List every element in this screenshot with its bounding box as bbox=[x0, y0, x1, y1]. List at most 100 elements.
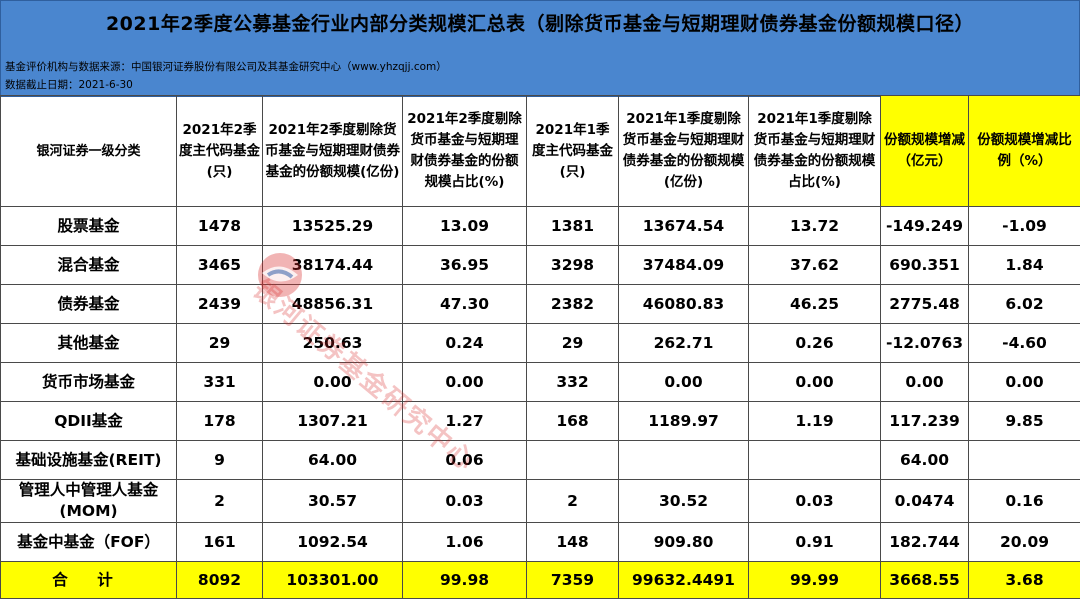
table-cell bbox=[748, 440, 881, 480]
total-label: 合 计 bbox=[0, 561, 177, 599]
table-cell: 2382 bbox=[526, 284, 619, 324]
table-cell: 182.744 bbox=[880, 522, 969, 562]
table-row-stock: 股票基金 1478 13525.29 13.09 1381 13674.54 13.72 -1… bbox=[0, 206, 1080, 246]
table-cell: 29 bbox=[526, 323, 619, 363]
table-cell: 0.03 bbox=[402, 479, 527, 523]
table-cell: 46.25 bbox=[748, 284, 881, 324]
table-cell: 909.80 bbox=[618, 522, 749, 562]
table-cell: 2439 bbox=[176, 284, 263, 324]
table-cell: 148 bbox=[526, 522, 619, 562]
col-header-change-pct: 份额规模增减比例（%） bbox=[968, 95, 1080, 207]
fund-scale-table: 银河证券一级分类 2021年2季度主代码基金(只) 2021年2季度剔除货币基金… bbox=[0, 95, 1080, 599]
col-header-q2-count: 2021年2季度主代码基金(只) bbox=[176, 95, 263, 207]
row-category-label: 管理人中管理人基金(MOM) bbox=[0, 479, 177, 523]
page-title: 2021年2季度公募基金行业内部分类规模汇总表（剔除货币基金与短期理财债券基金份… bbox=[105, 13, 975, 35]
table-cell: 3465 bbox=[176, 245, 263, 285]
col-header-q1-scale: 2021年1季度剔除货币基金与短期理财债券基金的份额规模(亿份) bbox=[618, 95, 749, 207]
table-cell: 2 bbox=[526, 479, 619, 523]
total-cell: 103301.00 bbox=[262, 561, 403, 599]
table-cell: 48856.31 bbox=[262, 284, 403, 324]
col-header-q2-scale: 2021年2季度剔除货币基金与短期理财债券基金的份额规模(亿份) bbox=[262, 95, 403, 207]
row-category-label: QDII基金 bbox=[0, 401, 177, 441]
table-cell: 161 bbox=[176, 522, 263, 562]
row-category-label: 基础设施基金(REIT) bbox=[0, 440, 177, 480]
row-category-label: 股票基金 bbox=[0, 206, 177, 246]
table-cell bbox=[968, 440, 1080, 480]
table-cell: 13.72 bbox=[748, 206, 881, 246]
table-cell: 0.03 bbox=[748, 479, 881, 523]
table-header-banner: 2021年2季度公募基金行业内部分类规模汇总表（剔除货币基金与短期理财债券基金份… bbox=[0, 0, 1080, 97]
table-cell: 0.0474 bbox=[880, 479, 969, 523]
table-cell: 0.24 bbox=[402, 323, 527, 363]
table-cell: 1189.97 bbox=[618, 401, 749, 441]
date-note: 数据截止日期：2021-6-30 bbox=[5, 79, 133, 91]
table-cell bbox=[618, 440, 749, 480]
total-cell: 8092 bbox=[176, 561, 263, 599]
table-cell: 64.00 bbox=[880, 440, 969, 480]
table-cell bbox=[526, 440, 619, 480]
table-cell: 3298 bbox=[526, 245, 619, 285]
table-cell: 2775.48 bbox=[880, 284, 969, 324]
row-category-label: 债券基金 bbox=[0, 284, 177, 324]
table-row-money-market: 货币市场基金 331 0.00 0.00 332 0.00 0.00 0.00 0.00 bbox=[0, 362, 1080, 402]
table-row-mixed: 混合基金 3465 38174.44 36.95 3298 37484.09 37.62 69… bbox=[0, 245, 1080, 285]
table-cell: 0.16 bbox=[968, 479, 1080, 523]
table-cell: 1381 bbox=[526, 206, 619, 246]
table-row-qdii: QDII基金 178 1307.21 1.27 168 1189.97 1.19 117.23… bbox=[0, 401, 1080, 441]
col-header-change: 份额规模增减（亿元） bbox=[880, 95, 969, 207]
table-cell: 2 bbox=[176, 479, 263, 523]
table-cell: 1092.54 bbox=[262, 522, 403, 562]
table-row-other: 其他基金 29 250.63 0.24 29 262.71 0.26 -12.0763 -4.6… bbox=[0, 323, 1080, 363]
header-row: 银河证券一级分类 2021年2季度主代码基金(只) 2021年2季度剔除货币基金… bbox=[0, 95, 1080, 207]
table-cell: 1.84 bbox=[968, 245, 1080, 285]
table-cell: 1478 bbox=[176, 206, 263, 246]
table-cell: 20.09 bbox=[968, 522, 1080, 562]
table-cell: 38174.44 bbox=[262, 245, 403, 285]
table-cell: 690.351 bbox=[880, 245, 969, 285]
col-header-q2-share: 2021年2季度剔除货币基金与短期理财债券基金的份额规模占比(%) bbox=[402, 95, 527, 207]
table-cell: 0.00 bbox=[880, 362, 969, 402]
table-row-fof: 基金中基金（FOF） 161 1092.54 1.06 148 909.80 0.91 182… bbox=[0, 522, 1080, 562]
total-cell: 99.98 bbox=[402, 561, 527, 599]
table-row-bond: 债券基金 2439 48856.31 47.30 2382 46080.83 46.25 27… bbox=[0, 284, 1080, 324]
row-category-label: 混合基金 bbox=[0, 245, 177, 285]
table-cell: 13.09 bbox=[402, 206, 527, 246]
table-cell: 0.00 bbox=[402, 362, 527, 402]
table-cell: 0.00 bbox=[968, 362, 1080, 402]
table-cell: 36.95 bbox=[402, 245, 527, 285]
table-cell: 9 bbox=[176, 440, 263, 480]
table-cell: 0.00 bbox=[748, 362, 881, 402]
table-cell: 332 bbox=[526, 362, 619, 402]
table-cell: 1.19 bbox=[748, 401, 881, 441]
table-cell: 262.71 bbox=[618, 323, 749, 363]
table-cell: 0.00 bbox=[618, 362, 749, 402]
table-cell: 1307.21 bbox=[262, 401, 403, 441]
table-cell: 6.02 bbox=[968, 284, 1080, 324]
table-cell: 13674.54 bbox=[618, 206, 749, 246]
col-header-q1-count: 2021年1季度主代码基金(只) bbox=[526, 95, 619, 207]
row-category-label: 货币市场基金 bbox=[0, 362, 177, 402]
table-cell: -149.249 bbox=[880, 206, 969, 246]
table-cell: 64.00 bbox=[262, 440, 403, 480]
total-cell: 99.99 bbox=[748, 561, 881, 599]
total-cell: 99632.4491 bbox=[618, 561, 749, 599]
table-cell: 0.26 bbox=[748, 323, 881, 363]
table-row-reit: 基础设施基金(REIT) 9 64.00 0.06 64.00 bbox=[0, 440, 1080, 480]
table-cell: 331 bbox=[176, 362, 263, 402]
table-cell: 178 bbox=[176, 401, 263, 441]
table-cell: 46080.83 bbox=[618, 284, 749, 324]
table-cell: 168 bbox=[526, 401, 619, 441]
source-note: 基金评价机构与数据来源：中国银河证券股份有限公司及其基金研究中心（www.yhz… bbox=[5, 61, 447, 73]
total-cell: 7359 bbox=[526, 561, 619, 599]
table-row-total: 合 计 8092 103301.00 99.98 7359 99632.4491 99.99… bbox=[0, 561, 1080, 599]
table-cell: 250.63 bbox=[262, 323, 403, 363]
row-category-label: 基金中基金（FOF） bbox=[0, 522, 177, 562]
table-cell: 0.91 bbox=[748, 522, 881, 562]
total-cell: 3668.55 bbox=[880, 561, 969, 599]
table-cell: 37.62 bbox=[748, 245, 881, 285]
table-cell: 29 bbox=[176, 323, 263, 363]
table-cell: -1.09 bbox=[968, 206, 1080, 246]
col-header-q1-share: 2021年1季度剔除货币基金与短期理财债券基金的份额规模占比(%) bbox=[748, 95, 881, 207]
table-cell: -4.60 bbox=[968, 323, 1080, 363]
